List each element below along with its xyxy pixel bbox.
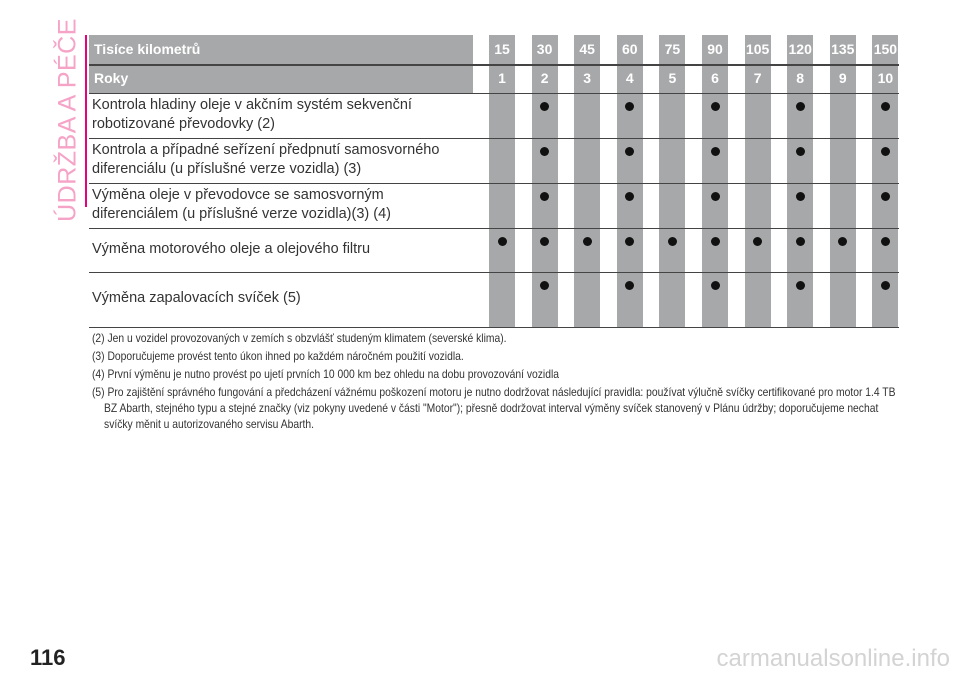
column-bar — [872, 35, 899, 327]
service-dot — [880, 147, 890, 156]
service-dot — [838, 237, 848, 246]
column-bar — [787, 35, 814, 327]
row-label: Výměna oleje v převodovce se samosvorným… — [92, 186, 391, 222]
column-bar — [616, 35, 643, 327]
service-dot — [795, 192, 805, 201]
km-value: 120 — [788, 41, 812, 57]
row-divider — [89, 183, 899, 184]
column-bar — [489, 35, 515, 327]
service-dot — [540, 237, 550, 246]
column-bar — [531, 35, 558, 327]
service-dot — [540, 192, 550, 201]
year-value: 6 — [711, 70, 719, 86]
footnote: (3) Doporučujeme provést tento úkon ihne… — [92, 349, 464, 363]
row-divider — [89, 138, 899, 139]
km-value: 15 — [494, 41, 510, 57]
service-dot — [625, 237, 635, 246]
row-label: Kontrola a případné seřízení předpnutí s… — [92, 141, 440, 177]
service-dot — [710, 147, 720, 156]
service-dot — [795, 147, 805, 156]
service-dot — [625, 192, 635, 201]
watermark: carmanualsonline.info — [716, 645, 950, 672]
footnote: (4) První výměnu je nutno provést po uje… — [92, 367, 559, 381]
table-bottom-line — [89, 327, 899, 328]
km-value: 30 — [536, 41, 553, 57]
column-bar — [702, 35, 728, 327]
row-label: Výměna zapalovacích svíček (5) — [92, 290, 301, 306]
service-dot — [795, 102, 805, 111]
km-value: 90 — [707, 41, 723, 57]
km-value: 60 — [622, 41, 638, 57]
service-dot — [625, 102, 635, 111]
km-value: 135 — [831, 41, 855, 57]
section-accent-line — [85, 35, 87, 207]
row-divider — [89, 93, 899, 94]
service-dot — [540, 147, 550, 156]
km-value: 105 — [745, 41, 770, 57]
column-bar — [829, 35, 856, 327]
page-number: 116 — [30, 645, 66, 670]
km-value: 75 — [664, 41, 681, 57]
year-value: 9 — [838, 70, 847, 86]
year-value: 7 — [753, 70, 762, 86]
service-dot — [795, 281, 805, 290]
service-dot — [753, 237, 763, 246]
service-dot — [710, 192, 720, 201]
footnote: (2) Jen u vozidel provozovaných v zemích… — [92, 331, 507, 345]
service-dot — [880, 192, 890, 201]
row-label: Kontrola hladiny oleje v akčním systém s… — [92, 96, 412, 132]
service-dot — [880, 237, 890, 246]
service-dot — [667, 237, 677, 246]
service-dot — [582, 237, 592, 246]
year-value: 2 — [540, 70, 549, 86]
service-dot — [540, 281, 550, 290]
year-value: 5 — [668, 70, 677, 86]
row-label: Výměna motorového oleje a olejového filt… — [92, 240, 371, 257]
year-value: 3 — [583, 70, 592, 86]
year-value: 10 — [877, 70, 894, 86]
column-bar — [574, 35, 601, 327]
service-dot — [625, 281, 635, 290]
service-dot — [710, 237, 720, 246]
row-divider — [89, 64, 899, 66]
year-value: 8 — [796, 70, 805, 86]
header-km-label: Tisíce kilometrů — [89, 35, 473, 64]
row-divider — [89, 228, 899, 229]
service-dot — [497, 237, 507, 246]
year-value: 1 — [498, 70, 506, 86]
km-value: 45 — [579, 41, 595, 57]
column-bar — [659, 35, 686, 327]
service-dot — [880, 102, 890, 111]
footnote: (5) Pro zajištění správného fungování a … — [92, 385, 896, 431]
year-value: 4 — [625, 70, 634, 86]
column-bar — [744, 35, 771, 327]
service-dot — [540, 102, 550, 111]
service-dot — [795, 237, 805, 246]
km-value: 150 — [873, 41, 898, 57]
service-dot — [710, 102, 720, 111]
section-title: ÚDRŽBA A PÉČE — [53, 18, 82, 222]
service-dot — [710, 281, 720, 290]
header-years-label: Roky — [89, 64, 473, 93]
service-dot — [880, 281, 890, 290]
service-dot — [625, 147, 635, 156]
row-divider — [89, 272, 899, 273]
footnotes: (2) Jen u vozidel provozovaných v zemích… — [92, 330, 907, 434]
